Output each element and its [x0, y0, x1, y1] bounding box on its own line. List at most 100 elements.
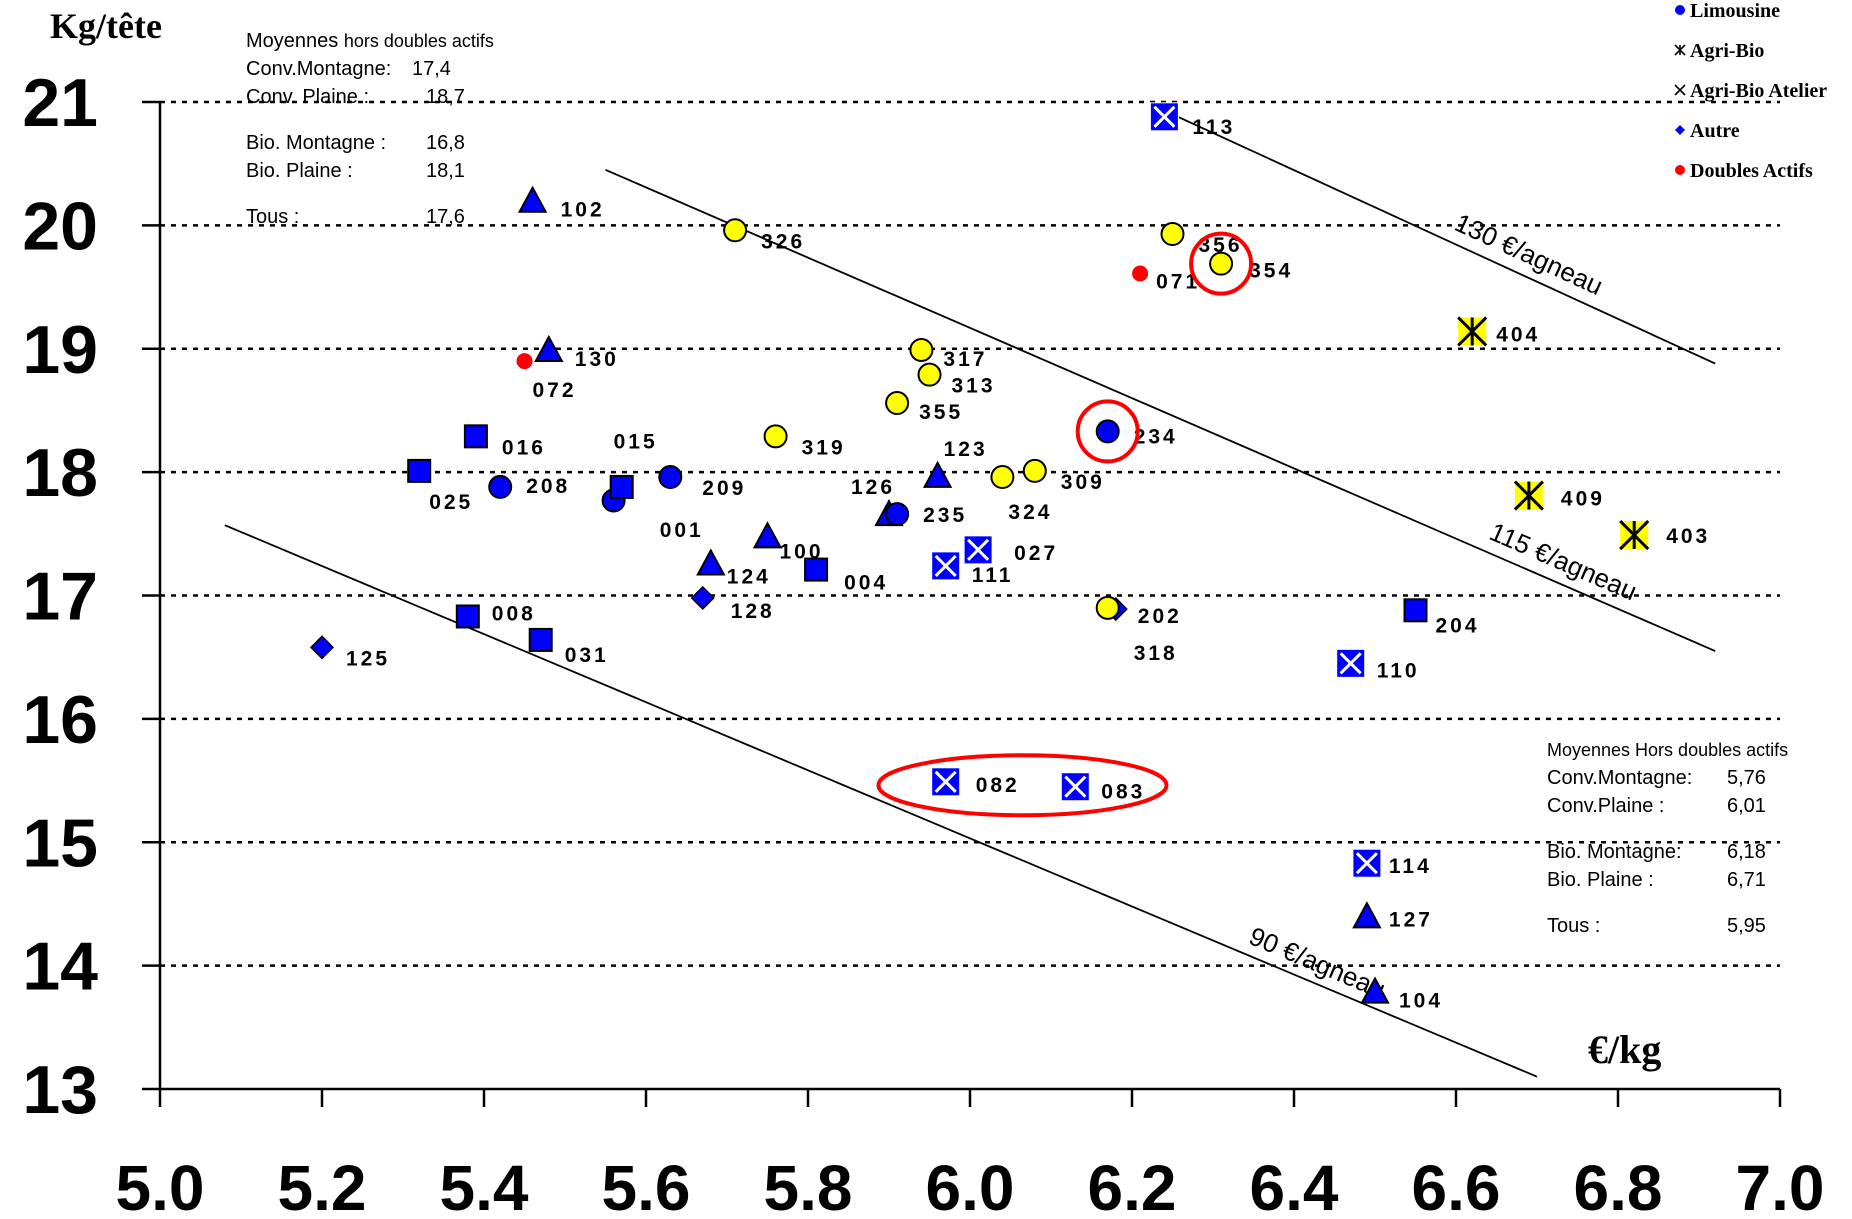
price-note-title: Moyennes Hors doubles actifs [1547, 740, 1789, 760]
y-tick-label: 17 [22, 559, 98, 635]
point-label-111: 111 [972, 564, 1014, 587]
reference-line [605, 169, 1716, 652]
highlight-marks [876, 231, 1254, 818]
point-label-102: 102 [561, 199, 605, 222]
price-note-value: 6,18 [1727, 841, 1766, 863]
data-point-027 [963, 535, 993, 565]
point-label-027: 027 [1014, 542, 1058, 565]
point-label-127: 127 [1389, 908, 1433, 931]
point-label-209: 209 [702, 477, 746, 500]
price-note-value: 6,01 [1727, 795, 1766, 817]
point-label-072: 072 [533, 379, 577, 402]
data-point-114 [1352, 848, 1382, 878]
point-label-326: 326 [761, 230, 805, 253]
point-label-356: 356 [1199, 234, 1243, 257]
data-point-208 [488, 474, 513, 499]
x-tick-label: 5.4 [440, 1152, 529, 1219]
legend: Limousine Agri-Bio Agri-Bio Atelier Autre Do… [1674, 0, 1827, 182]
reference-line [1172, 113, 1716, 365]
y-axis-title: Kg/tête [50, 6, 162, 46]
data-point-319 [763, 424, 788, 449]
point-label-031: 031 [565, 644, 609, 667]
data-point-355 [885, 391, 910, 416]
data-point-110 [1336, 648, 1366, 678]
data-point-104 [1360, 976, 1390, 1004]
point-label-324: 324 [1008, 501, 1052, 524]
data-point-008 [455, 604, 480, 629]
point-label-083: 083 [1101, 781, 1145, 804]
xsquare-cross [1355, 852, 1378, 875]
y-tick-label: 19 [22, 312, 98, 388]
point-label-354: 354 [1249, 260, 1293, 283]
xsquare-cross [1064, 775, 1087, 798]
price-note-value: 6,71 [1727, 869, 1766, 891]
price-note-label: Tous : [1547, 915, 1601, 937]
data-point-324 [990, 465, 1015, 490]
data-point-124 [696, 548, 726, 576]
point-label-015: 015 [614, 431, 658, 454]
kg-note-label: Tous : [246, 206, 300, 228]
kg-note-label: Conv.Montagne: [246, 58, 392, 80]
x-tick-label: 6.0 [926, 1152, 1015, 1219]
data-point-071 [1132, 265, 1149, 282]
kg-note-value: 17,6 [426, 206, 465, 228]
kg-note-value: 18,1 [426, 160, 465, 182]
price-note-value: 5,76 [1727, 767, 1766, 789]
data-point-111 [931, 551, 961, 581]
legend-symbol [1675, 165, 1685, 175]
point-label-208: 208 [526, 475, 570, 498]
highlight-circle [1189, 231, 1254, 296]
kg-averages-note: Moyennes hors doubles actifs Conv.Montag… [246, 27, 586, 231]
x-tick-label: 5.8 [764, 1152, 853, 1219]
point-label-318: 318 [1134, 642, 1178, 665]
data-point-113 [1149, 102, 1179, 132]
point-label-130: 130 [575, 348, 619, 371]
kg-note-value: 18,7 [426, 86, 465, 108]
point-label-123: 123 [944, 438, 988, 461]
data-point-004 [804, 557, 829, 582]
point-label-100: 100 [780, 540, 824, 563]
data-point-309 [1022, 458, 1047, 483]
data-point-130 [534, 334, 564, 363]
legend-symbol [1675, 5, 1685, 15]
point-label-404: 404 [1496, 323, 1540, 346]
point-label-126: 126 [851, 476, 895, 499]
point-label-114: 114 [1389, 855, 1432, 878]
y-tick-label: 21 [22, 65, 98, 141]
point-label-355: 355 [919, 401, 963, 424]
xsquare-cross [1153, 105, 1176, 128]
point-label-001: 001 [660, 519, 704, 542]
x-tick-label: 5.6 [602, 1152, 691, 1219]
data-point-204 [1403, 598, 1428, 623]
kg-note-label: Conv. Plaine : [246, 86, 370, 108]
kg-note-title-rest: hors doubles actifs [343, 31, 494, 51]
point-label-016: 016 [502, 436, 546, 459]
point-label-319: 319 [802, 436, 846, 459]
x-tick-label: 6.8 [1574, 1152, 1663, 1219]
data-point-313 [917, 362, 942, 387]
point-label-004: 004 [844, 572, 888, 595]
data-point-072 [516, 353, 533, 370]
legend-label: Agri-Bio Atelier [1690, 80, 1827, 102]
legend-symbol [1675, 125, 1685, 135]
data-points [309, 102, 1650, 1004]
data-point-128 [690, 585, 715, 611]
data-point-083 [1060, 772, 1090, 802]
data-point-123 [922, 460, 953, 488]
data-point-031 [528, 627, 553, 652]
data-point-001 [609, 474, 634, 499]
highlight-ellipse [876, 753, 1169, 818]
point-label-309: 309 [1061, 471, 1105, 494]
point-label-104: 104 [1399, 990, 1443, 1013]
data-point-403 [1619, 519, 1650, 551]
data-point-209 [658, 465, 683, 490]
kg-note-label: Bio. Plaine : [246, 160, 353, 182]
y-tick-label: 14 [22, 929, 98, 1005]
x-axis-title: €/kg [1588, 1027, 1661, 1072]
data-point-234 [1095, 419, 1120, 444]
point-label-202: 202 [1138, 605, 1182, 628]
data-point-318 [1095, 595, 1120, 620]
kg-note-label: Bio. Montagne : [246, 132, 387, 154]
point-label-124: 124 [727, 565, 771, 588]
